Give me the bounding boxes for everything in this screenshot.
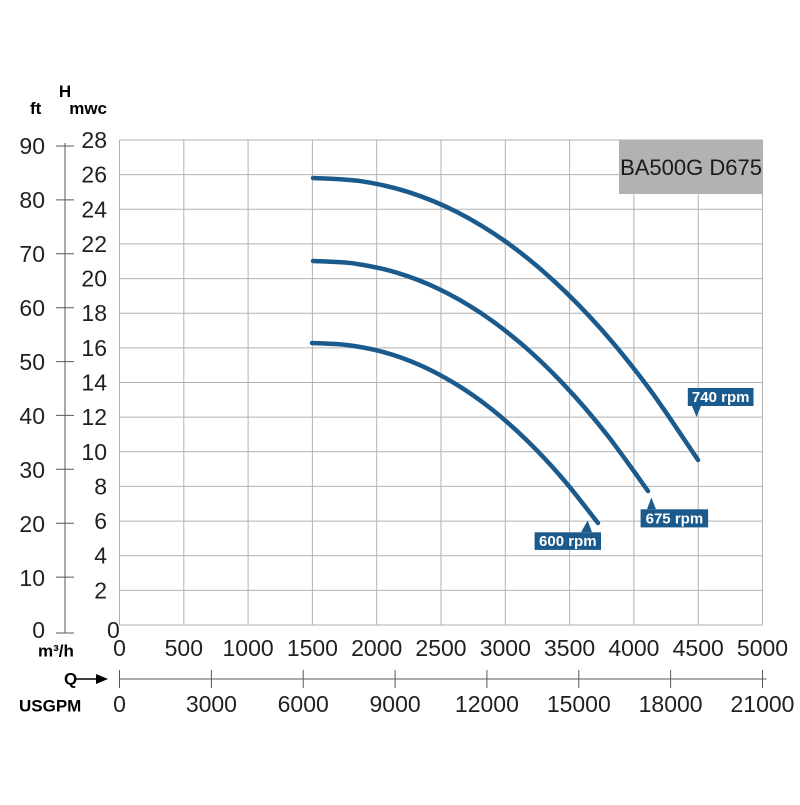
svg-text:0: 0 [32, 617, 45, 643]
svg-text:8: 8 [94, 473, 107, 499]
svg-text:60: 60 [19, 295, 45, 321]
svg-text:20: 20 [81, 266, 107, 292]
svg-text:4500: 4500 [673, 635, 724, 661]
svg-text:6: 6 [94, 508, 107, 534]
svg-text:2: 2 [94, 577, 107, 603]
svg-text:20: 20 [19, 511, 45, 537]
svg-text:6000: 6000 [278, 691, 329, 717]
svg-text:4000: 4000 [608, 635, 659, 661]
svg-text:1500: 1500 [287, 635, 338, 661]
svg-text:28: 28 [81, 127, 107, 153]
svg-text:3000: 3000 [480, 635, 531, 661]
svg-text:5000: 5000 [737, 635, 788, 661]
svg-text:14: 14 [81, 370, 107, 396]
svg-text:10: 10 [19, 565, 45, 591]
svg-text:16: 16 [81, 335, 107, 361]
svg-text:2000: 2000 [351, 635, 402, 661]
svg-text:50: 50 [19, 349, 45, 375]
svg-text:3500: 3500 [544, 635, 595, 661]
svg-text:4: 4 [94, 543, 107, 569]
svg-text:mwc: mwc [69, 99, 107, 118]
svg-text:90: 90 [19, 133, 45, 159]
svg-text:0: 0 [107, 617, 120, 643]
svg-text:USGPM: USGPM [19, 697, 81, 716]
svg-text:12000: 12000 [455, 691, 519, 717]
svg-text:3000: 3000 [186, 691, 237, 717]
svg-text:675 rpm: 675 rpm [646, 510, 704, 527]
svg-text:10: 10 [81, 439, 107, 465]
svg-text:1000: 1000 [223, 635, 274, 661]
svg-text:9000: 9000 [370, 691, 421, 717]
svg-text:0: 0 [113, 691, 126, 717]
svg-text:ft: ft [30, 99, 42, 118]
svg-text:30: 30 [19, 457, 45, 483]
svg-text:15000: 15000 [547, 691, 611, 717]
svg-text:40: 40 [19, 403, 45, 429]
svg-text:22: 22 [81, 231, 107, 257]
svg-text:80: 80 [19, 187, 45, 213]
svg-text:500: 500 [165, 635, 203, 661]
svg-text:24: 24 [81, 196, 107, 222]
svg-text:600 rpm: 600 rpm [539, 533, 597, 550]
svg-text:740 rpm: 740 rpm [692, 389, 750, 406]
svg-text:2500: 2500 [415, 635, 466, 661]
svg-text:m³/h: m³/h [38, 642, 74, 661]
svg-text:70: 70 [19, 241, 45, 267]
svg-text:26: 26 [81, 162, 107, 188]
svg-text:18: 18 [81, 300, 107, 326]
svg-text:21000: 21000 [731, 691, 795, 717]
svg-text:BA500G D675: BA500G D675 [620, 155, 762, 180]
svg-text:18000: 18000 [639, 691, 703, 717]
svg-text:12: 12 [81, 404, 107, 430]
